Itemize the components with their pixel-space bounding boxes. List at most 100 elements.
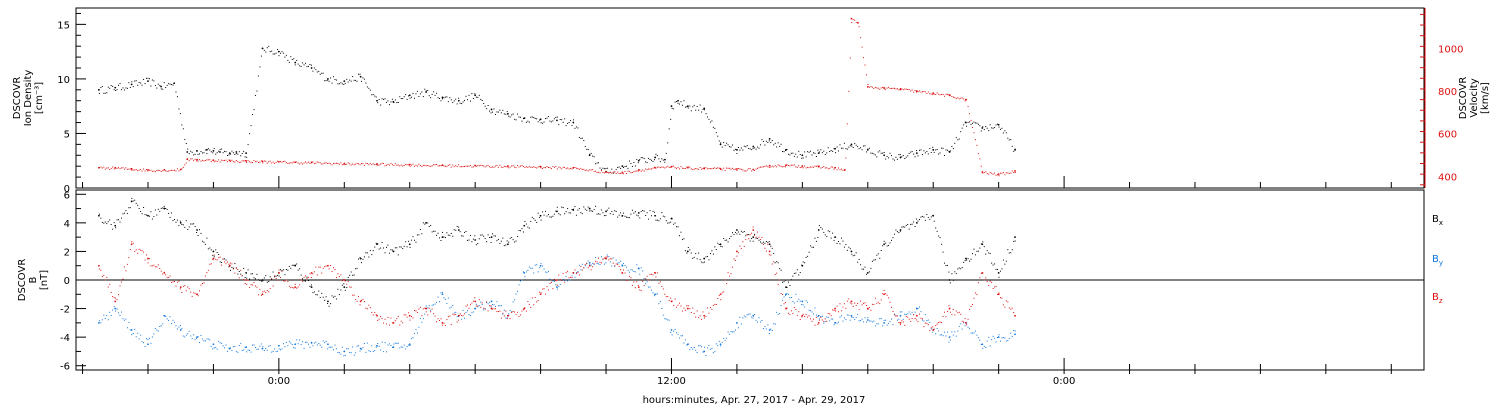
bz-series-point bbox=[832, 309, 834, 311]
velocity-series-point bbox=[405, 163, 407, 165]
velocity-series-point bbox=[752, 169, 754, 171]
by-series-point bbox=[347, 348, 349, 350]
velocity-series-point bbox=[521, 165, 523, 167]
velocity-series-point bbox=[468, 165, 470, 167]
bx-series-point bbox=[321, 292, 323, 294]
bx-series-point bbox=[225, 259, 227, 261]
bz-series-point bbox=[293, 287, 295, 289]
velocity-series-point bbox=[330, 163, 332, 165]
density-series-point bbox=[621, 165, 623, 167]
velocity-series-point bbox=[574, 166, 576, 168]
by-series-point bbox=[752, 314, 755, 317]
density-series-point bbox=[786, 148, 788, 150]
bx-series-point bbox=[734, 231, 736, 233]
bz-series-point bbox=[381, 318, 383, 320]
by-series-point bbox=[556, 286, 558, 289]
velocity-series-point bbox=[1001, 172, 1003, 174]
by-series-point bbox=[294, 343, 297, 346]
bx-series-point bbox=[519, 230, 521, 232]
by-series-point bbox=[119, 314, 121, 316]
density-series-point bbox=[458, 97, 460, 99]
density-series-point bbox=[515, 119, 517, 121]
density-series-point bbox=[758, 147, 760, 149]
bx-series-point bbox=[628, 217, 630, 219]
velocity-series-point bbox=[711, 168, 713, 170]
by-series-point bbox=[176, 328, 178, 330]
velocity-series-point bbox=[895, 88, 897, 90]
bz-series-point bbox=[564, 281, 566, 283]
velocity-series-point bbox=[412, 163, 414, 165]
bz-series-point bbox=[630, 277, 632, 279]
by-series-point bbox=[184, 336, 186, 338]
bx-series-point bbox=[132, 200, 134, 202]
velocity-series-point bbox=[911, 89, 913, 91]
velocity-series-point bbox=[536, 167, 538, 169]
bx-series-point bbox=[877, 253, 879, 255]
bx-series-point bbox=[868, 271, 870, 273]
density-series-point bbox=[360, 80, 362, 82]
velocity-series-point bbox=[484, 166, 486, 168]
velocity-series-point bbox=[902, 89, 904, 91]
density-series-point bbox=[818, 151, 820, 153]
bz-series-point bbox=[637, 286, 640, 289]
velocity-series-point bbox=[888, 86, 890, 88]
bz-series-point bbox=[656, 272, 658, 274]
bz-series-point bbox=[829, 313, 831, 315]
velocity-series-point bbox=[701, 168, 703, 170]
by-series-point bbox=[196, 337, 198, 339]
density-series-point bbox=[459, 102, 461, 104]
by-series-point bbox=[1014, 333, 1016, 336]
bx-series-point bbox=[743, 231, 745, 233]
density-series-point bbox=[779, 145, 781, 147]
by-series-point bbox=[262, 345, 264, 347]
bz-series-point bbox=[992, 288, 994, 290]
bz-series-point bbox=[1001, 297, 1003, 299]
by-series-point bbox=[428, 305, 430, 307]
bz-series-point bbox=[422, 308, 424, 310]
density-series-point bbox=[363, 78, 365, 80]
bx-series-point bbox=[659, 218, 661, 220]
bx-series-point bbox=[673, 223, 675, 225]
density-series-point bbox=[237, 153, 239, 155]
bz-series-point bbox=[736, 255, 738, 257]
velocity-series-point bbox=[814, 165, 816, 167]
by-series-point bbox=[254, 346, 256, 348]
bz-series-point bbox=[193, 292, 195, 294]
density-series-point bbox=[780, 143, 782, 145]
bz-series-point bbox=[138, 248, 140, 250]
velocity-series-point bbox=[166, 170, 168, 172]
bx-series-point bbox=[293, 264, 295, 266]
bx-series-point bbox=[924, 219, 926, 221]
bz-series-point bbox=[313, 271, 315, 273]
velocity-series-point bbox=[737, 168, 739, 170]
bx-series-point bbox=[419, 229, 421, 231]
bx-series-point bbox=[935, 227, 937, 229]
bx-series-point bbox=[782, 281, 784, 283]
density-series-point bbox=[964, 121, 966, 123]
bz-series-point bbox=[580, 265, 582, 267]
bz-series-point bbox=[600, 262, 602, 264]
by-series-point bbox=[851, 316, 853, 318]
bz-series-point bbox=[129, 248, 131, 250]
velocity-series-point bbox=[303, 162, 305, 164]
by-series-point bbox=[129, 329, 131, 331]
velocity-series-point bbox=[689, 166, 691, 168]
bz-series-point bbox=[846, 300, 848, 302]
bz-series-point bbox=[983, 279, 985, 281]
bx-series-point bbox=[795, 272, 797, 274]
by-series-point bbox=[221, 342, 223, 344]
bz-series-point bbox=[969, 308, 971, 310]
bz-series-point bbox=[390, 317, 392, 319]
bx-series-point bbox=[992, 264, 994, 266]
velocity-series-point bbox=[247, 160, 249, 162]
density-series-point bbox=[359, 75, 362, 78]
density-series-point bbox=[254, 95, 256, 97]
bz-series-point bbox=[340, 274, 342, 276]
by-series-point bbox=[175, 325, 177, 327]
bz-series-point bbox=[783, 303, 785, 305]
velocity-series-point bbox=[359, 164, 361, 166]
by-series-point bbox=[1011, 336, 1013, 338]
bx-series-point bbox=[424, 223, 426, 225]
bz-series-point bbox=[970, 305, 972, 307]
bz-series-point bbox=[631, 284, 633, 286]
